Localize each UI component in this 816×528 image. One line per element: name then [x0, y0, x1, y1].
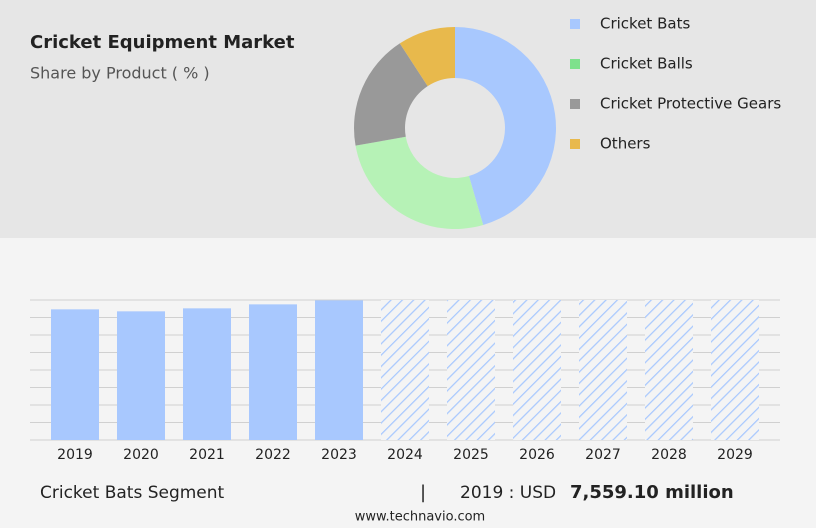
- x-tick-label: 2028: [651, 447, 687, 463]
- bar: [117, 311, 165, 440]
- legend-swatch: [570, 99, 580, 109]
- x-tick-label: 2021: [189, 447, 225, 463]
- legend-swatch: [570, 139, 580, 149]
- legend-label: Cricket Balls: [600, 55, 693, 73]
- legend-swatch: [570, 19, 580, 29]
- legend-swatch: [570, 59, 580, 69]
- segment-label: Cricket Bats Segment: [40, 483, 225, 503]
- bar: [183, 308, 231, 440]
- donut-slice: [353, 43, 428, 146]
- year-label: 2019 : USD: [460, 483, 556, 503]
- donut-slice: [399, 27, 455, 87]
- source: www.technavio.com: [355, 510, 485, 525]
- bar: [51, 309, 99, 440]
- legend-label: Cricket Protective Gears: [600, 95, 781, 113]
- forecast-bar: [645, 300, 693, 440]
- x-tick-label: 2029: [717, 447, 753, 463]
- bar: [315, 300, 363, 440]
- legend-label: Cricket Bats: [600, 15, 690, 33]
- chart-title: Cricket Equipment Market: [30, 32, 295, 53]
- forecast-bar: [579, 300, 627, 440]
- forecast-bar: [711, 300, 759, 440]
- legend-label: Others: [600, 135, 651, 153]
- chart-subtitle: Share by Product ( % ): [30, 64, 210, 83]
- x-tick-label: 2025: [453, 447, 489, 463]
- separator: |: [420, 482, 426, 503]
- x-tick-label: 2024: [387, 447, 423, 463]
- forecast-bar: [513, 300, 561, 440]
- x-tick-label: 2019: [57, 447, 93, 463]
- forecast-bar: [447, 300, 495, 440]
- donut-slice: [455, 27, 556, 225]
- forecast-bar: [381, 300, 429, 440]
- x-tick-label: 2027: [585, 447, 621, 463]
- x-tick-label: 2023: [321, 447, 357, 463]
- x-tick-label: 2020: [123, 447, 159, 463]
- bar: [249, 304, 297, 440]
- segment-value: 7,559.10 million: [570, 482, 734, 503]
- x-tick-label: 2022: [255, 447, 291, 463]
- x-tick-label: 2026: [519, 447, 555, 463]
- donut-slice: [355, 136, 484, 229]
